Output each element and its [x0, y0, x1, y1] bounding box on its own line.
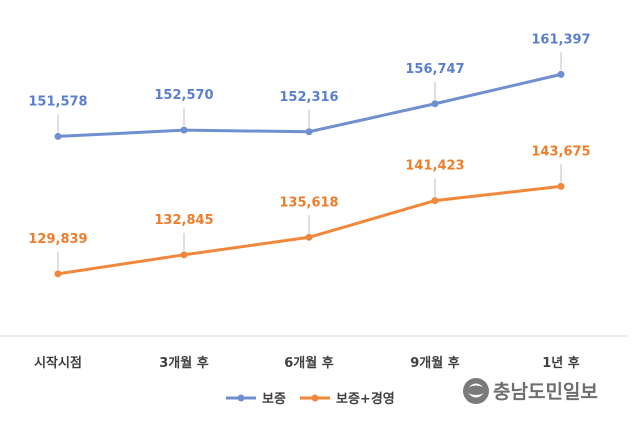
x-tick-label-2: 6개월 후: [284, 355, 333, 371]
x-tick-label-0: 시작시점: [34, 355, 82, 371]
data-label-0-1: 152,570: [154, 88, 213, 103]
data-point-1-2: [305, 233, 313, 241]
legend-swatch-marker-0: [237, 394, 245, 402]
x-tick-label-1: 3개월 후: [159, 355, 208, 371]
data-label-1-4: 143,675: [531, 144, 590, 159]
data-label-0-2: 152,316: [279, 90, 338, 105]
logo-circle-icon: [463, 378, 489, 404]
data-point-1-4: [557, 182, 565, 190]
data-label-1-0: 129,839: [28, 232, 87, 247]
data-label-0-3: 156,747: [405, 62, 464, 77]
data-label-1-3: 141,423: [405, 159, 464, 174]
data-label-1-1: 132,845: [154, 213, 213, 228]
series-layer: [54, 70, 565, 278]
value-label-layer: 151,578 152,570 152,316 156,747 161,397 129,8…: [28, 32, 591, 270]
data-label-1-2: 135,618: [279, 195, 338, 210]
data-point-0-0: [54, 132, 62, 140]
data-point-1-3: [431, 197, 439, 205]
legend-label-0: 보증: [262, 392, 286, 407]
data-point-0-4: [557, 70, 565, 78]
data-label-0-4: 161,397: [531, 32, 590, 47]
data-label-0-0: 151,578: [28, 94, 87, 109]
legend-item-1: 보증+경영: [300, 391, 395, 407]
data-point-0-2: [305, 128, 313, 136]
legend-swatch-marker-1: [311, 394, 319, 402]
data-point-1-0: [54, 270, 62, 278]
legend: 보증 보증+경영: [226, 391, 395, 407]
legend-label-1: 보증+경영: [336, 391, 395, 407]
x-tick-label-4: 1년 후: [542, 355, 580, 371]
watermark: 충남도민일보: [463, 378, 598, 404]
x-tick-layer: 시작시점 3개월 후 6개월 후 9개월 후 1년 후: [34, 355, 580, 371]
legend-item-0: 보증: [226, 392, 286, 407]
data-point-0-3: [431, 100, 439, 108]
data-point-0-1: [180, 126, 188, 134]
data-point-1-1: [180, 251, 188, 259]
watermark-text: 충남도민일보: [493, 381, 598, 403]
x-tick-label-3: 9개월 후: [410, 355, 459, 371]
